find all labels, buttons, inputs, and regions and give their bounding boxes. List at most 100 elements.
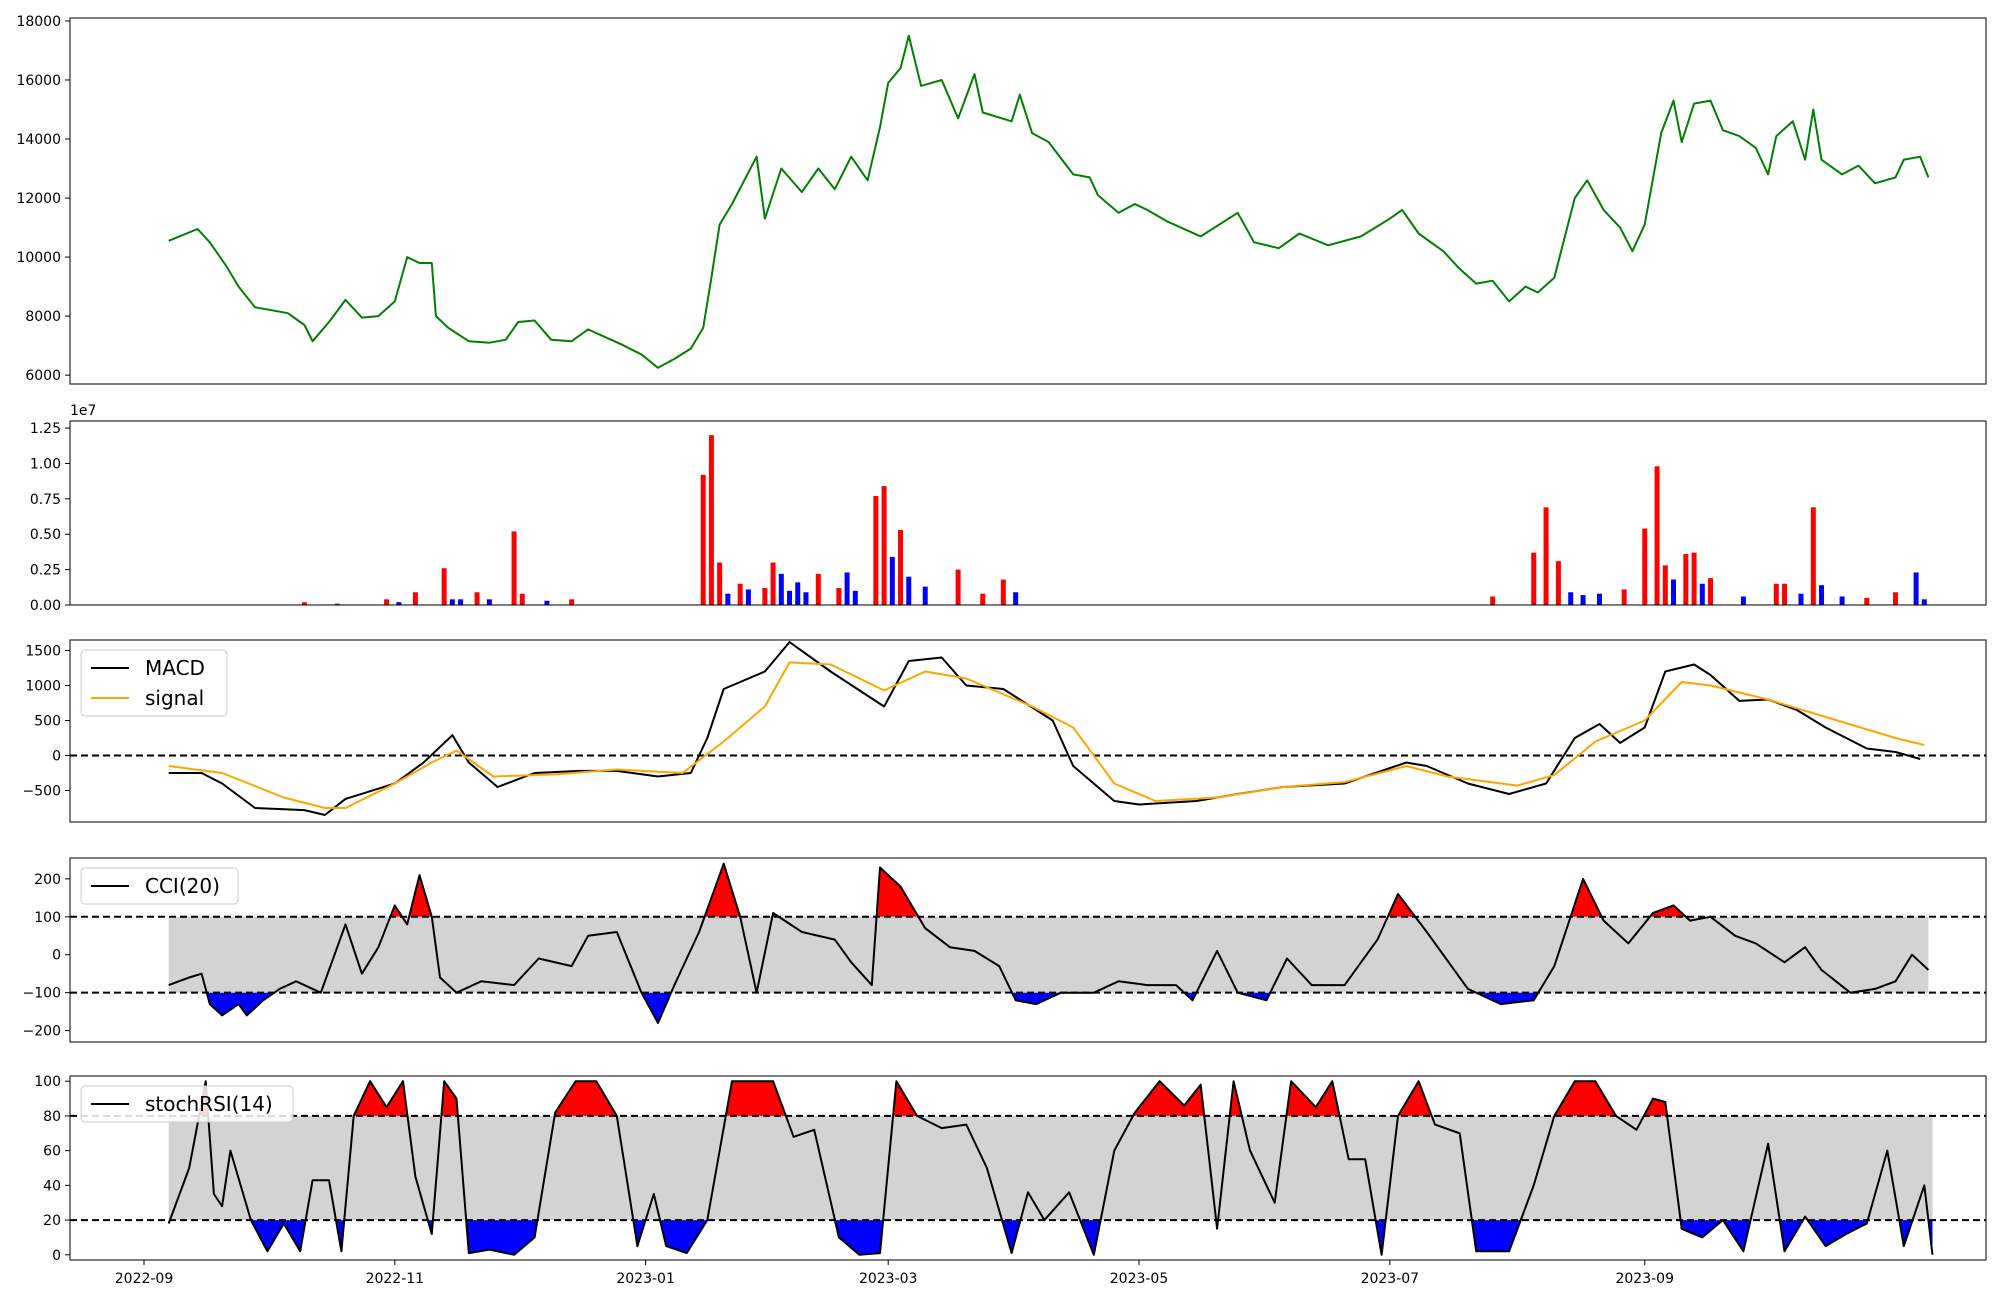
oversold-fill xyxy=(1899,1220,1913,1247)
volume-bar xyxy=(1490,596,1496,605)
legend-box xyxy=(80,1085,294,1123)
volume-bar xyxy=(519,593,525,605)
volume-bar xyxy=(852,590,858,605)
ytick-label: −200 xyxy=(23,1024,61,1040)
oversold-fill xyxy=(1722,1220,1751,1252)
ytick-label: 1000 xyxy=(25,679,61,695)
volume-bar xyxy=(1819,585,1825,605)
overbought-fill xyxy=(1286,1081,1340,1116)
legend-label: signal xyxy=(145,686,204,710)
volume-panel: 0.00 0.25 0.50 0.75 1.00 1.25 1e7 xyxy=(30,403,1987,614)
volume-bar xyxy=(1543,507,1549,605)
oversold-fill xyxy=(250,1220,306,1252)
volume-bar xyxy=(441,568,447,605)
ytick-label: 40 xyxy=(43,1178,61,1194)
ytick-label: 0 xyxy=(52,1248,61,1264)
legend-label: CCI(20) xyxy=(145,874,220,898)
neutral-band xyxy=(168,916,1929,993)
volume-bar xyxy=(1654,466,1660,605)
xtick-label: 2023-09 xyxy=(1615,1271,1674,1287)
volume-bar xyxy=(815,573,821,605)
oversold-fill xyxy=(466,1220,538,1255)
volume-bar xyxy=(511,531,517,605)
overbought-fill xyxy=(704,863,741,917)
volume-bar xyxy=(1555,561,1561,605)
volume-bar xyxy=(717,562,723,605)
oversold-fill xyxy=(834,1220,884,1255)
oversold-fill xyxy=(1807,1220,1868,1247)
legend-label: stochRSI(14) xyxy=(145,1092,273,1116)
ytick-label: 500 xyxy=(34,714,61,730)
volume-bar xyxy=(486,599,492,605)
cci-panel: −200 −100 0 100 200 CCI(20) xyxy=(23,857,1987,1043)
ytick-label: 80 xyxy=(43,1109,61,1125)
price-panel: 6000 8000 10000 12000 14000 16000 18000 xyxy=(16,14,1987,385)
volume-bar xyxy=(449,599,455,605)
axis-offset-label: 1e7 xyxy=(70,403,96,419)
overbought-fill xyxy=(441,1081,458,1116)
legend-box xyxy=(80,867,239,905)
volume-bar xyxy=(1740,596,1746,605)
price-line xyxy=(168,34,1930,369)
ytick-label: 16000 xyxy=(16,73,61,89)
volume-bar xyxy=(881,486,887,605)
volume-bar xyxy=(1839,596,1845,605)
volume-bar xyxy=(844,572,850,605)
xtick-label: 2023-03 xyxy=(859,1271,918,1287)
oversold-fill xyxy=(1779,1220,1803,1252)
volume-bar xyxy=(1699,583,1705,605)
volume-bar xyxy=(1580,595,1586,605)
volume-bar xyxy=(803,592,809,605)
volume-bar xyxy=(1621,589,1627,605)
xtick-label: 2023-05 xyxy=(1110,1271,1169,1287)
volume-bar xyxy=(1013,592,1019,605)
ytick-label: 10000 xyxy=(16,250,61,266)
volume-bar xyxy=(384,599,390,605)
volume-bar xyxy=(745,589,751,605)
oversold-fill xyxy=(1471,1220,1521,1252)
axes-frame xyxy=(69,420,1987,606)
volume-bar xyxy=(873,496,879,605)
ytick-label: 1500 xyxy=(25,644,61,660)
legend-box xyxy=(80,649,228,717)
volume-bar xyxy=(708,435,714,605)
axes-frame xyxy=(69,639,1987,823)
volume-bar xyxy=(334,603,340,605)
ytick-label: 0.75 xyxy=(30,492,61,508)
overbought-fill xyxy=(725,1081,786,1116)
signal-line xyxy=(168,661,1925,809)
volume-bar xyxy=(700,474,706,605)
xtick-label: 2023-01 xyxy=(616,1271,675,1287)
overbought-fill xyxy=(1649,905,1686,917)
ytick-label: 8000 xyxy=(25,309,61,325)
axes-frame xyxy=(69,857,1987,1043)
volume-bar xyxy=(1864,597,1870,605)
oversold-fill xyxy=(1680,1220,1723,1238)
volume-bar xyxy=(906,576,912,605)
oversold-fill xyxy=(660,1220,708,1254)
volume-bar xyxy=(301,602,307,605)
overbought-fill xyxy=(409,875,432,917)
ytick-label: 20 xyxy=(43,1213,61,1229)
volume-bar xyxy=(1568,592,1574,605)
volume-bar xyxy=(787,590,793,605)
ytick-label: 0 xyxy=(52,749,61,765)
volume-bar xyxy=(836,588,842,605)
volume-bar xyxy=(1708,578,1714,605)
volume-bar xyxy=(1921,599,1927,605)
ytick-label: 0.25 xyxy=(30,563,61,579)
volume-bar xyxy=(795,582,801,605)
overbought-fill xyxy=(1570,878,1602,917)
ytick-label: 12000 xyxy=(16,191,61,207)
overbought-fill xyxy=(1133,1081,1205,1116)
ytick-label: 100 xyxy=(34,1074,61,1090)
xtick-label: 2022-11 xyxy=(366,1271,425,1287)
volume-bar xyxy=(1798,593,1804,605)
stochrsi-14--line xyxy=(167,1080,1934,1256)
ytick-label: 100 xyxy=(34,910,61,926)
axes-frame xyxy=(69,17,1987,385)
ytick-label: 200 xyxy=(34,872,61,888)
ytick-label: 1.25 xyxy=(30,421,61,437)
